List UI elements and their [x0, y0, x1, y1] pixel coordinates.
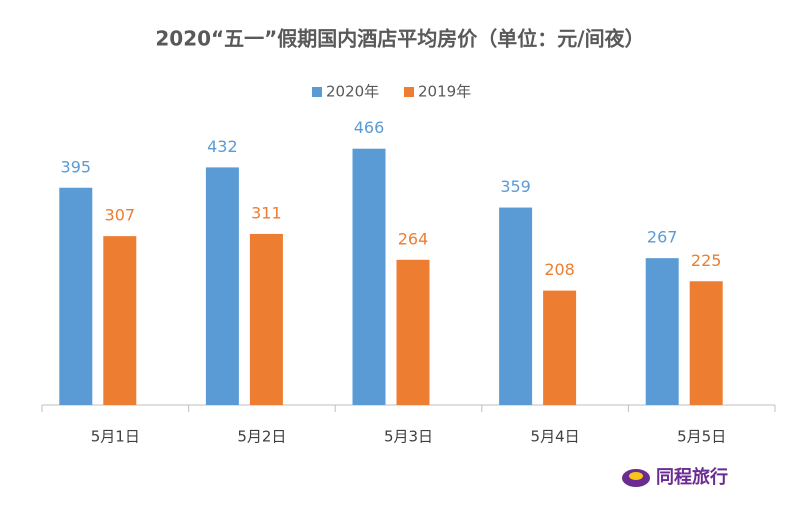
legend-swatch	[312, 87, 322, 97]
x-tick-label: 5月4日	[531, 428, 580, 446]
bar	[352, 148, 386, 405]
bar	[59, 187, 93, 405]
legend-label: 2020年	[326, 83, 379, 101]
value-label: 359	[500, 177, 531, 196]
chart-title: 2020“五一”假期国内酒店平均房价（单位：元/间夜）	[155, 27, 644, 51]
bar	[645, 258, 679, 405]
bar	[103, 236, 137, 405]
value-label: 311	[251, 203, 282, 222]
legend-label: 2019年	[418, 83, 471, 101]
value-label: 208	[544, 260, 575, 279]
legend-swatch	[404, 87, 414, 97]
x-tick-label: 5月3日	[384, 428, 433, 446]
bar	[249, 233, 283, 405]
bar	[396, 259, 430, 405]
x-tick-label: 5月5日	[677, 428, 726, 446]
value-label: 432	[207, 137, 238, 156]
bar	[499, 207, 533, 405]
value-label: 225	[691, 251, 722, 270]
x-tick-label: 5月1日	[91, 428, 140, 446]
bar	[689, 281, 723, 405]
x-tick-label: 5月2日	[237, 428, 286, 446]
value-label: 264	[398, 229, 429, 248]
bar	[205, 167, 239, 405]
value-label: 395	[61, 157, 92, 176]
bar	[543, 290, 577, 405]
logo: 同程旅行	[622, 466, 728, 488]
logo-text: 同程旅行	[656, 466, 728, 488]
logo-icon-inner	[629, 472, 643, 480]
value-label: 267	[647, 228, 678, 247]
value-label: 307	[105, 206, 136, 225]
value-label: 466	[354, 118, 385, 137]
